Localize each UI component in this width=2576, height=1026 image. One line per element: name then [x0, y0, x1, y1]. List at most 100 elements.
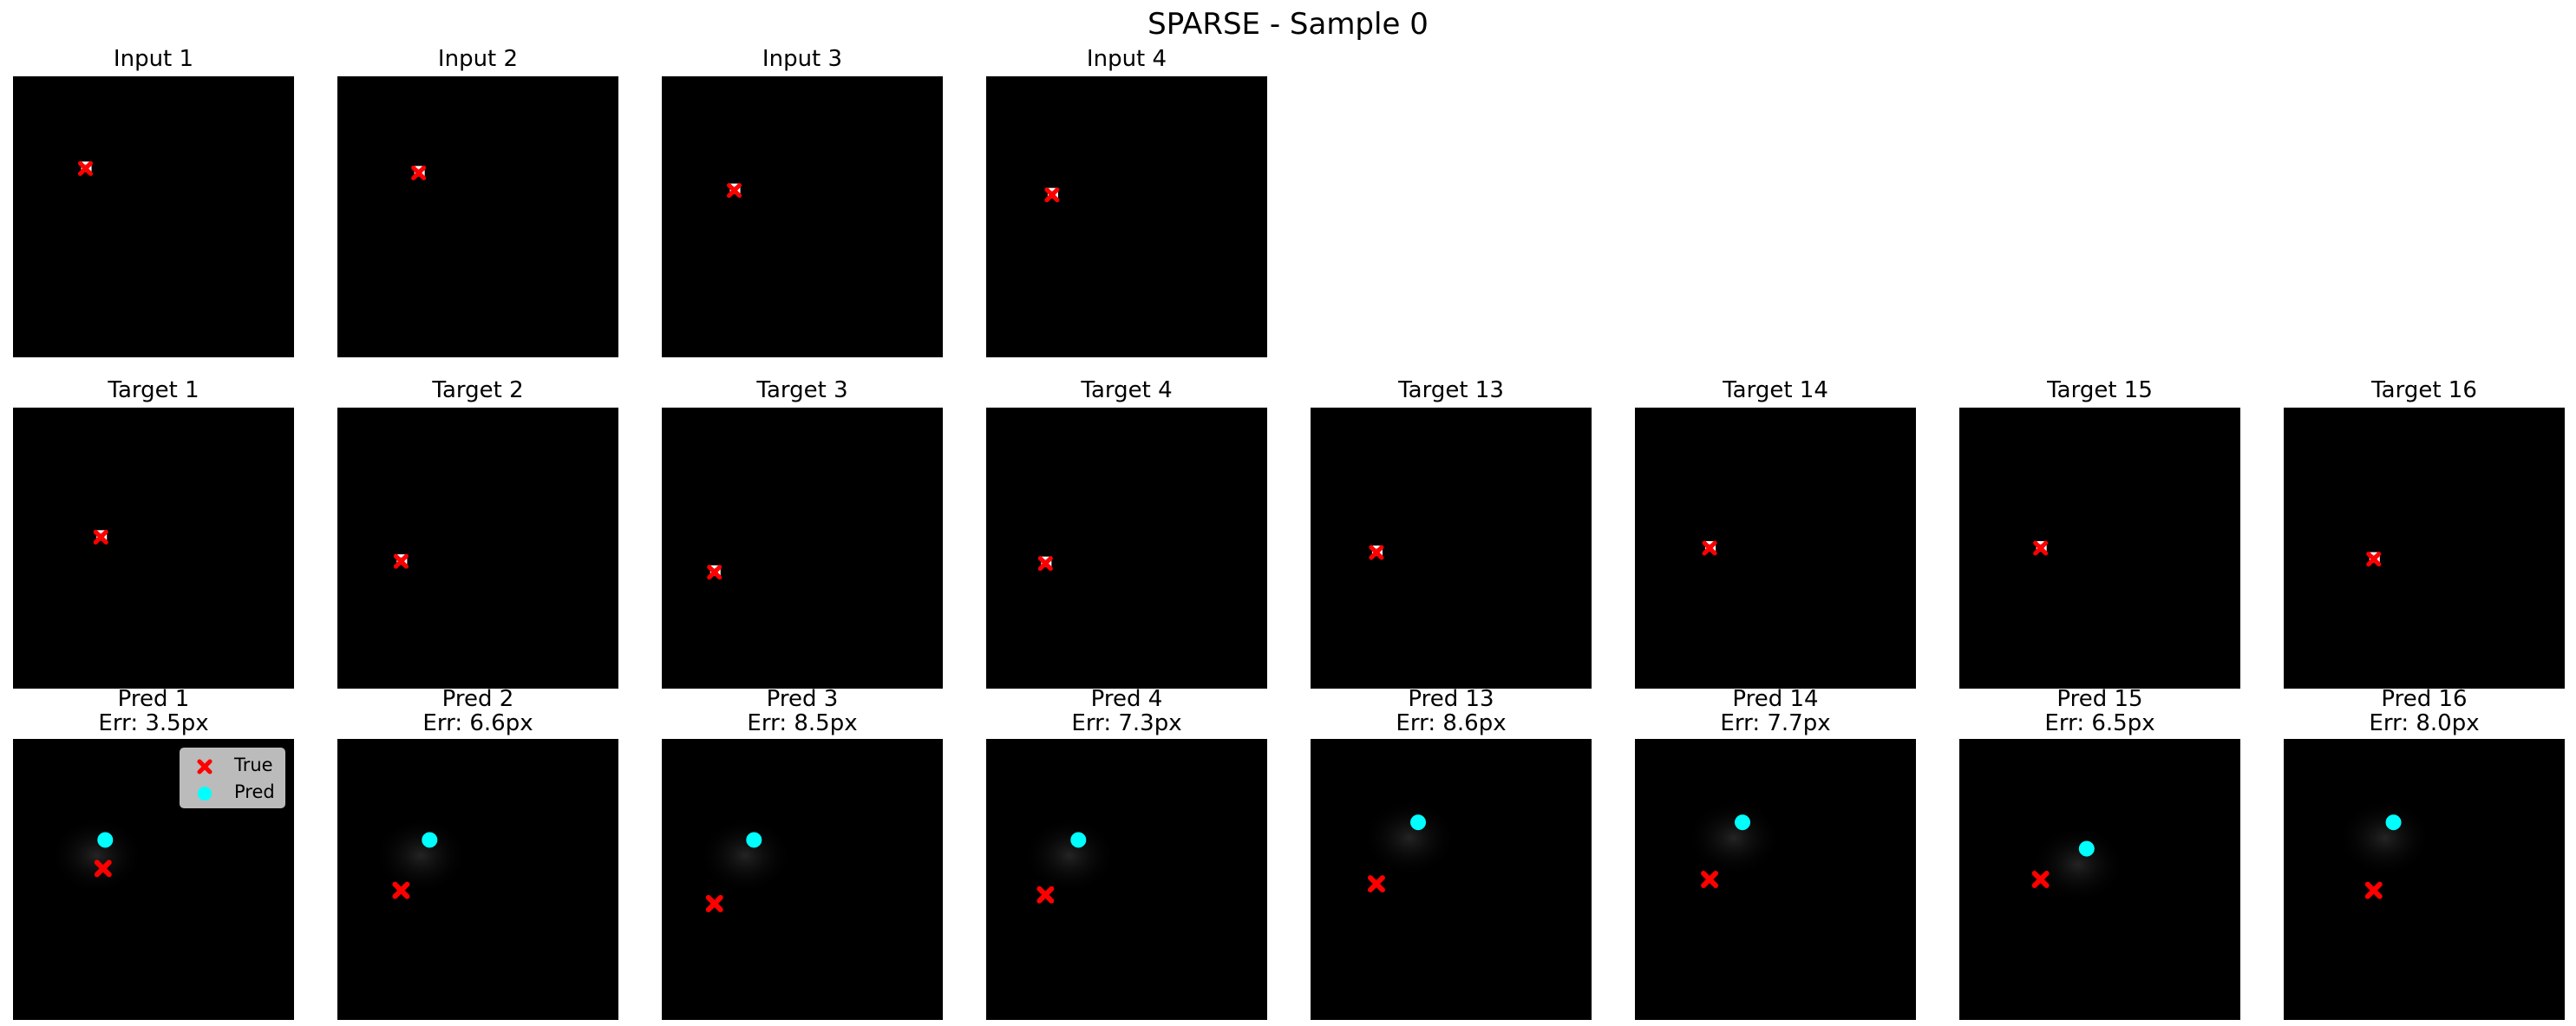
legend-label: Pred [234, 781, 275, 802]
predicted-position-marker [2385, 814, 2402, 831]
panel-title: Target 1 [108, 377, 199, 403]
predicted-position-marker [97, 832, 114, 848]
true-position-marker [1367, 875, 1385, 893]
panel-title: Target 3 [756, 377, 848, 403]
legend-label: True [234, 755, 273, 775]
panel-image [1037, 556, 1053, 572]
panel-title: Input 2 [437, 46, 519, 72]
panel-title: Input 4 [1086, 46, 1167, 72]
panel-title: Pred 1 [117, 686, 190, 712]
predicted-position-marker [2078, 840, 2095, 857]
figure-title: SPARSE - Sample 0 [1147, 7, 1429, 42]
pred-panel [337, 739, 618, 1020]
prediction-heatmap [697, 816, 794, 895]
panel-image [707, 565, 722, 580]
panel-error-label: Err: 7.3px [1071, 710, 1182, 736]
true-position-marker [392, 881, 410, 899]
predicted-position-marker [746, 832, 762, 848]
target-panel [1635, 408, 1916, 689]
legend-entry: True [180, 752, 284, 778]
prediction-heatmap [2337, 799, 2433, 878]
panel-title: Target 16 [2371, 377, 2477, 403]
panel-title: Target 14 [1723, 377, 1828, 403]
panel-image [726, 183, 742, 199]
prediction-heatmap [1022, 816, 1118, 895]
panel-error-label: Err: 8.6px [1396, 710, 1507, 736]
panel-image [1702, 540, 1717, 556]
true-position-marker [1369, 545, 1384, 560]
true-position-marker [707, 565, 722, 580]
true-position-marker [1037, 556, 1053, 572]
true-position-marker [94, 859, 112, 878]
prediction-heatmap [373, 816, 469, 895]
panel-image [373, 816, 469, 899]
panel-image [411, 165, 427, 180]
panel-title: Target 15 [2047, 377, 2153, 403]
panel-error-label: Err: 3.5px [98, 710, 209, 736]
predicted-position-marker [1735, 814, 1751, 831]
panel-title: Input 1 [113, 46, 194, 72]
panel-image [2366, 552, 2382, 567]
panel-error-label: Err: 6.6px [422, 710, 533, 736]
panel-image [393, 553, 409, 569]
panel-image [1686, 799, 1782, 888]
target-panel [13, 408, 294, 689]
true-position-marker [1701, 871, 1719, 888]
input-panel [337, 76, 618, 357]
panel-error-label: Err: 8.0px [2369, 710, 2480, 736]
predicted-position-marker [1070, 832, 1087, 848]
pred-panel [662, 739, 943, 1020]
target-panel [1959, 408, 2240, 689]
true-position-marker [2033, 540, 2049, 556]
panel-title: Pred 14 [1732, 686, 1819, 712]
panel-image [49, 816, 145, 895]
panel-title: Target 4 [1081, 377, 1173, 403]
legend-cross-icon [197, 759, 212, 774]
target-panel [1311, 408, 1592, 689]
true-position-marker [726, 183, 742, 199]
panel-image [1369, 545, 1384, 560]
legend: True Pred [180, 748, 285, 808]
true-position-marker [1036, 885, 1055, 904]
true-position-marker [1044, 187, 1060, 203]
true-position-marker [411, 165, 427, 180]
true-position-marker [1702, 540, 1717, 556]
panel-image [93, 529, 108, 545]
predicted-position-marker [1410, 814, 1427, 831]
prediction-heatmap [49, 816, 145, 895]
legend-true-marker [197, 759, 212, 774]
panel-title: Input 3 [762, 46, 843, 72]
pred-panel [986, 739, 1267, 1020]
target-panel [986, 408, 1267, 689]
target-panel [662, 408, 943, 689]
prediction-heatmap [1686, 799, 1782, 878]
true-position-marker [2031, 871, 2050, 888]
panel-title: Pred 15 [2056, 686, 2143, 712]
panel-title: Pred 4 [1090, 686, 1163, 712]
legend-circle-icon [198, 787, 212, 801]
pred-panel [1311, 739, 1592, 1020]
panel-title: Target 13 [1398, 377, 1504, 403]
true-position-marker [77, 160, 94, 176]
panel-image [1022, 816, 1118, 904]
pred-panel [2284, 739, 2565, 1020]
panel-title: Pred 16 [2381, 686, 2468, 712]
input-panel [986, 76, 1267, 357]
panel-image [697, 816, 794, 912]
prediction-heatmap [2030, 825, 2126, 904]
predicted-position-marker [422, 832, 438, 848]
panel-image [2033, 540, 2049, 556]
input-panel [662, 76, 943, 357]
true-position-marker [705, 894, 723, 912]
panel-image [1044, 187, 1060, 203]
panel-title: Pred 3 [766, 686, 839, 712]
panel-error-label: Err: 6.5px [2044, 710, 2155, 736]
panel-image [1362, 799, 1458, 893]
panel-title: Target 2 [432, 377, 524, 403]
panel-image [77, 160, 94, 176]
pred-panel: True Pred [13, 739, 294, 1020]
pred-panel [1959, 739, 2240, 1020]
legend-entry: Pred [180, 779, 284, 805]
true-position-marker [93, 529, 108, 545]
prediction-heatmap [1362, 799, 1458, 878]
